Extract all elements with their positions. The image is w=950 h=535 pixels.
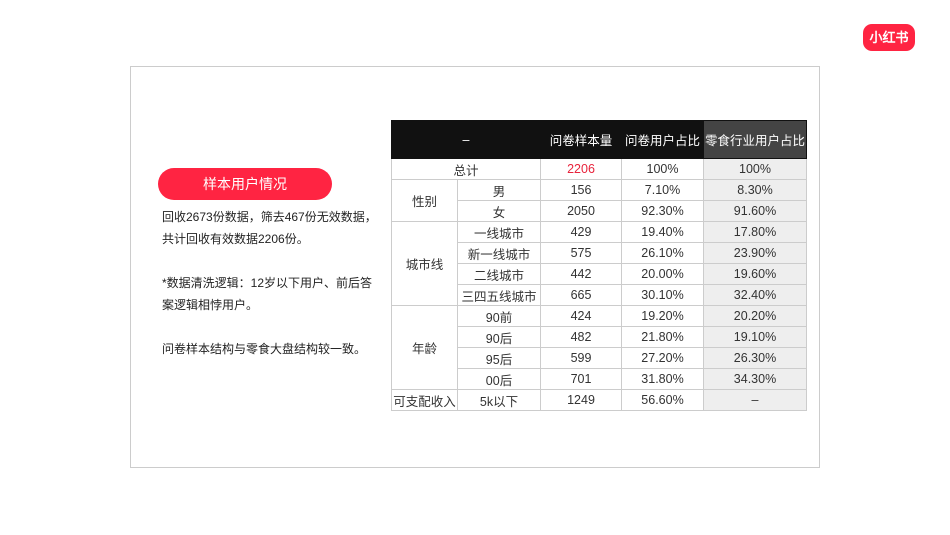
cell: 23.90% bbox=[703, 242, 807, 264]
cell: 1249 bbox=[540, 389, 622, 411]
cell: 31.80% bbox=[621, 368, 704, 390]
cell: 90后 bbox=[457, 326, 541, 348]
header-cell: 零食行业用户占比 bbox=[703, 120, 807, 159]
row: 新一线城市 575 26.10% 23.90% bbox=[392, 242, 807, 264]
cell: 5k以下 bbox=[457, 389, 541, 411]
row: 城市线 一线城市 429 19.40% 17.80% bbox=[391, 221, 807, 306]
row: 性别男 156 7.10% 8.30% bbox=[391, 179, 807, 222]
cell: 30.10% bbox=[621, 284, 704, 306]
row: 00后 701 31.80% 34.30% bbox=[392, 368, 807, 390]
cell: 8.30% bbox=[703, 179, 807, 201]
cell: 19.60% bbox=[703, 263, 807, 285]
paragraph: 问卷样本结构与零食大盘结构较一致。 bbox=[162, 342, 367, 356]
row: 三四五线城市 665 30.10% 32.40% bbox=[392, 284, 807, 306]
paragraph: 回收2673份数据，筛去467份无效数据，共计回收有效数据2206份。 bbox=[162, 210, 377, 246]
paragraph: *数据清洗逻辑：12岁以下用户、前后答案逻辑相悖用户。 bbox=[162, 276, 373, 312]
cell: 2050 bbox=[540, 200, 622, 222]
sample-table: – 问卷样本量 问卷用户占比 零食行业用户占比 总计 2206 100% 100% 性别男 156… bbox=[391, 120, 807, 411]
badge: 样本用户情况 bbox=[158, 168, 332, 200]
cell: 二线城市 bbox=[457, 263, 541, 285]
cell: 26.10% bbox=[621, 242, 704, 264]
cell: 19.10% bbox=[703, 326, 807, 348]
header-cell: 问卷样本量 bbox=[540, 120, 622, 159]
header-cell: – bbox=[391, 120, 541, 159]
cell: 599 bbox=[540, 347, 622, 369]
row: 可支配收入 5k以下 1249 56.60% – bbox=[391, 389, 807, 411]
cell: 27.20% bbox=[621, 347, 704, 369]
cell: 156 bbox=[540, 179, 622, 201]
cell: 701 bbox=[540, 368, 622, 390]
cell: 575 bbox=[540, 242, 622, 264]
cell: – bbox=[703, 389, 807, 411]
cell: 19.20% bbox=[621, 305, 704, 327]
group-label: 年龄 bbox=[391, 305, 458, 390]
cell: 429 bbox=[540, 221, 622, 243]
cell: 56.60% bbox=[621, 389, 704, 411]
cell: 总计 bbox=[391, 158, 541, 180]
header-row: – 问卷样本量 问卷用户占比 零食行业用户占比 bbox=[391, 120, 807, 159]
cell: 91.60% bbox=[703, 200, 807, 222]
row: 年龄 90前 424 19.20% 20.20% bbox=[391, 305, 807, 390]
cell: 442 bbox=[540, 263, 622, 285]
cell: 20.00% bbox=[621, 263, 704, 285]
row: 二线城市 442 20.00% 19.60% bbox=[392, 263, 807, 285]
cell: 90前 bbox=[457, 305, 541, 327]
cell: 26.30% bbox=[703, 347, 807, 369]
group-label: 城市线 bbox=[391, 221, 458, 306]
cell: 34.30% bbox=[703, 368, 807, 390]
cell: 100% bbox=[703, 158, 807, 180]
cell: 一线城市 bbox=[457, 221, 541, 243]
cell: 665 bbox=[540, 284, 622, 306]
cell: 2206 bbox=[540, 158, 622, 180]
group-label: 可支配收入 bbox=[391, 389, 458, 411]
cell: 7.10% bbox=[621, 179, 704, 201]
cell: 424 bbox=[540, 305, 622, 327]
cell: 21.80% bbox=[621, 326, 704, 348]
cell: 00后 bbox=[457, 368, 541, 390]
cell: 92.30% bbox=[621, 200, 704, 222]
cell: 17.80% bbox=[703, 221, 807, 243]
cell: 482 bbox=[540, 326, 622, 348]
cell: 20.20% bbox=[703, 305, 807, 327]
cell: 新一线城市 bbox=[457, 242, 541, 264]
cell: 100% bbox=[621, 158, 704, 180]
group-label: 性别 bbox=[391, 179, 458, 222]
cell: 三四五线城市 bbox=[457, 284, 541, 306]
logo: 小红书 bbox=[863, 24, 915, 51]
cell: 32.40% bbox=[703, 284, 807, 306]
cell: 95后 bbox=[457, 347, 541, 369]
frame bbox=[130, 66, 820, 468]
header-cell: 问卷用户占比 bbox=[621, 120, 704, 159]
description: 回收2673份数据，筛去467份无效数据，共计回收有效数据2206份。 *数据清洗… bbox=[162, 206, 378, 382]
cell: 女 bbox=[457, 200, 541, 222]
row: 女 2050 92.30% 91.60% bbox=[392, 200, 807, 222]
cell: 男 bbox=[457, 179, 541, 201]
total-row: 总计 2206 100% 100% bbox=[391, 158, 807, 180]
cell: 19.40% bbox=[621, 221, 704, 243]
